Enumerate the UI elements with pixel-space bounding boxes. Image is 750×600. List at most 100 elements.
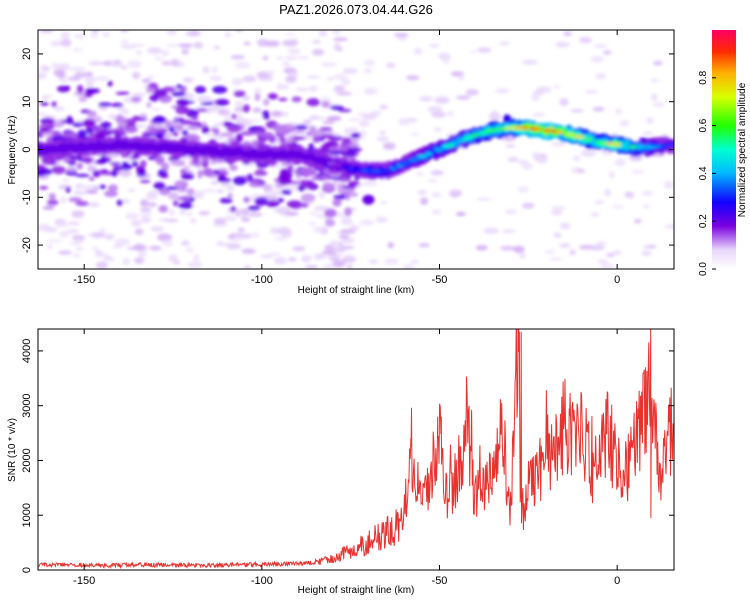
noise-blob: [306, 75, 321, 79]
noise-blob: [476, 197, 492, 202]
ridge-core: [416, 154, 428, 158]
signal-blob: [120, 163, 133, 171]
signal-blob: [97, 158, 111, 163]
noise-blob: [611, 205, 624, 209]
noise-blob: [49, 40, 63, 47]
signal-blob: [303, 169, 317, 174]
signal-blob: [341, 185, 357, 189]
noise-blob: [160, 49, 170, 57]
noise-blob: [59, 63, 70, 71]
signal-blob: [202, 167, 214, 177]
noise-blob: [290, 184, 299, 192]
noise-blob: [181, 240, 190, 246]
signal-blob: [176, 98, 190, 107]
noise-blob: [205, 133, 222, 137]
noise-blob: [470, 50, 477, 54]
noise-blob: [58, 232, 70, 238]
signal-blob: [347, 143, 360, 148]
isolated-blob: [362, 194, 375, 205]
signal-blob: [38, 131, 44, 138]
noise-blob: [507, 156, 519, 163]
noise-blob: [416, 171, 425, 176]
noise-blob: [121, 109, 130, 115]
noise-blob: [322, 120, 335, 125]
noise-blob: [641, 250, 652, 256]
noise-blob: [119, 169, 132, 177]
x-tick-label: 0: [614, 575, 620, 587]
signal-blob: [107, 80, 113, 87]
noise-blob: [642, 131, 654, 136]
noise-blob: [38, 72, 48, 80]
signal-blob: [101, 169, 108, 173]
noise-blob: [303, 119, 312, 124]
signal-blob: [227, 193, 233, 199]
signal-blob: [82, 118, 96, 128]
noise-blob: [297, 55, 309, 60]
noise-blob: [365, 88, 373, 96]
noise-blob: [230, 54, 245, 60]
signal-blob: [240, 131, 255, 136]
signal-blob: [329, 173, 341, 178]
ridge-core: [533, 127, 542, 131]
noise-blob: [125, 212, 139, 220]
signal-blob: [78, 96, 88, 103]
x-tick-label: -150: [73, 274, 95, 286]
noise-blob: [615, 107, 622, 116]
signal-blob: [231, 113, 237, 120]
noise-blob: [531, 112, 546, 117]
signal-blob: [196, 108, 208, 112]
noise-blob: [308, 115, 320, 120]
bottom-axes: -150 -100 -50 0 0 1000 2000 3000 4000: [21, 329, 674, 587]
bottom-plot-frame: [37, 328, 675, 571]
noise-blob: [559, 222, 571, 230]
noise-blob: [234, 61, 251, 70]
noise-blob: [120, 65, 128, 70]
noise-blob: [249, 232, 260, 238]
noise-blob: [130, 43, 145, 48]
noise-blob: [181, 50, 190, 55]
signal-blob: [116, 114, 123, 121]
noise-blob: [247, 118, 261, 123]
signal-blob: [322, 182, 333, 188]
noise-blob: [324, 244, 337, 252]
noise-blob: [376, 136, 390, 142]
noise-blob: [380, 201, 387, 205]
noise-blob: [189, 217, 197, 224]
noise-blob: [346, 264, 353, 269]
noise-blob: [71, 210, 85, 217]
noise-blob: [150, 226, 165, 232]
noise-blob: [595, 72, 607, 80]
spectrogram-blobs: [38, 30, 674, 269]
signal-blob: [117, 128, 125, 134]
noise-blob: [596, 241, 608, 246]
noise-blob: [82, 184, 97, 192]
noise-blob: [90, 32, 99, 39]
noise-blob: [202, 66, 210, 72]
noise-blob: [234, 100, 244, 108]
noise-blob: [314, 205, 330, 212]
snr-panel: -150 -100 -50 0 0 1000 2000 3000 4000 Height of …: [7, 328, 675, 596]
noise-blob: [98, 228, 106, 233]
bottom-y-axis-label: SNR (10 * v/v): [7, 418, 18, 482]
noise-blob: [133, 243, 146, 252]
noise-blob: [75, 246, 84, 251]
noise-blob: [326, 76, 335, 81]
signal-blob: [278, 97, 288, 102]
signal-blob: [255, 168, 265, 174]
signal-blob: [242, 104, 251, 113]
signal-blob: [68, 197, 83, 203]
noise-blob: [558, 243, 571, 248]
signal-blob: [232, 176, 247, 186]
noise-blob: [230, 237, 243, 241]
signal-blob: [202, 156, 210, 163]
noise-blob: [266, 70, 276, 76]
signal-blob: [65, 167, 77, 172]
noise-blob: [433, 127, 442, 132]
signal-blob: [306, 181, 315, 190]
noise-blob: [139, 207, 152, 212]
noise-blob: [239, 233, 253, 239]
signal-blob: [79, 157, 95, 163]
signal-blob: [65, 186, 71, 193]
noise-blob: [504, 209, 517, 215]
noise-blob: [72, 48, 83, 52]
